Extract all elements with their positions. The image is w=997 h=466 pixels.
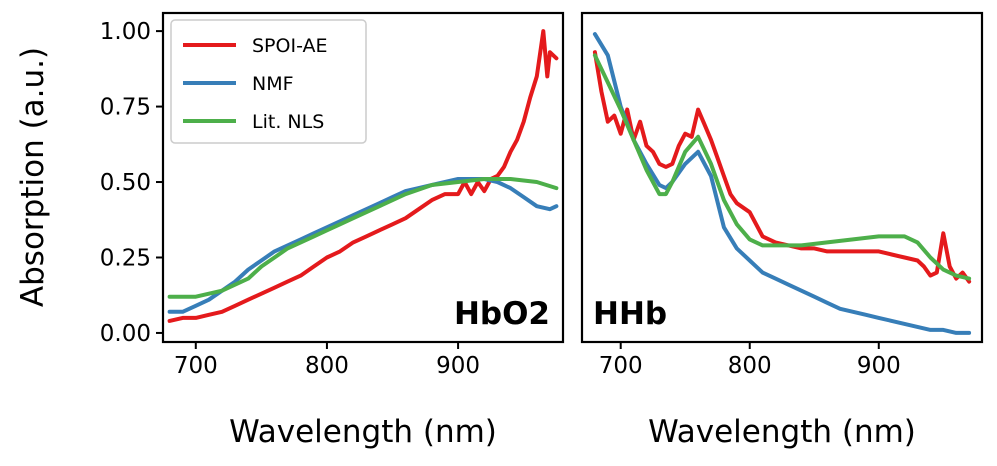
- hhb-series-nmf: [592, 32, 972, 335]
- hhb-x-tick-label: 700: [599, 353, 643, 379]
- hbo2-series-lit-nls: [167, 177, 559, 299]
- hbo2-y-tick-label: 1.00: [100, 19, 151, 45]
- hbo2-x-tick-label: 900: [436, 353, 480, 379]
- hhb-series-spoi-ae: [592, 50, 972, 284]
- hhb-x-axis-label: Wavelength (nm): [648, 414, 916, 450]
- hbo2-x-axis-label: Wavelength (nm): [229, 414, 497, 450]
- hhb-series-lit-nls: [592, 53, 972, 281]
- legend-label-nmf: NMF: [252, 73, 294, 95]
- hbo2-y-tick-label: 0.50: [100, 170, 151, 196]
- hhb-x-tick-label: 800: [728, 353, 772, 379]
- hbo2-y-tick-label: 0.00: [100, 321, 151, 347]
- hbo2-y-tick-label: 0.75: [100, 95, 151, 121]
- hbo2-x-tick-label: 800: [305, 353, 349, 379]
- hhb-panel-label: HHb: [593, 296, 667, 332]
- hhb-panel: 700 800 900 HHb Wavelength (nm): [580, 11, 984, 450]
- legend: SPOI-AE NMF Lit. NLS: [170, 19, 367, 144]
- legend-box: [170, 19, 367, 144]
- legend-label-spoi-ae: SPOI-AE: [252, 35, 328, 57]
- hbo2-panel: 700 800 900 0.00 0.25 0.50 0.75 1.00 HbO2 SPOI-…: [15, 11, 565, 450]
- hbo2-series-nmf: [167, 177, 559, 314]
- hbo2-plot-frame: [161, 11, 565, 344]
- hbo2-x-tick-label: 700: [174, 353, 218, 379]
- hhb-plot-frame: [580, 11, 984, 344]
- y-axis-label: Absorption (a.u.): [15, 47, 51, 307]
- legend-label-lit-nls: Lit. NLS: [252, 111, 324, 133]
- hbo2-panel-label: HbO2: [454, 296, 550, 332]
- hbo2-series-spoi-ae: [167, 29, 559, 323]
- hhb-x-tick-label: 900: [857, 353, 901, 379]
- hbo2-y-tick-label: 0.25: [100, 245, 151, 271]
